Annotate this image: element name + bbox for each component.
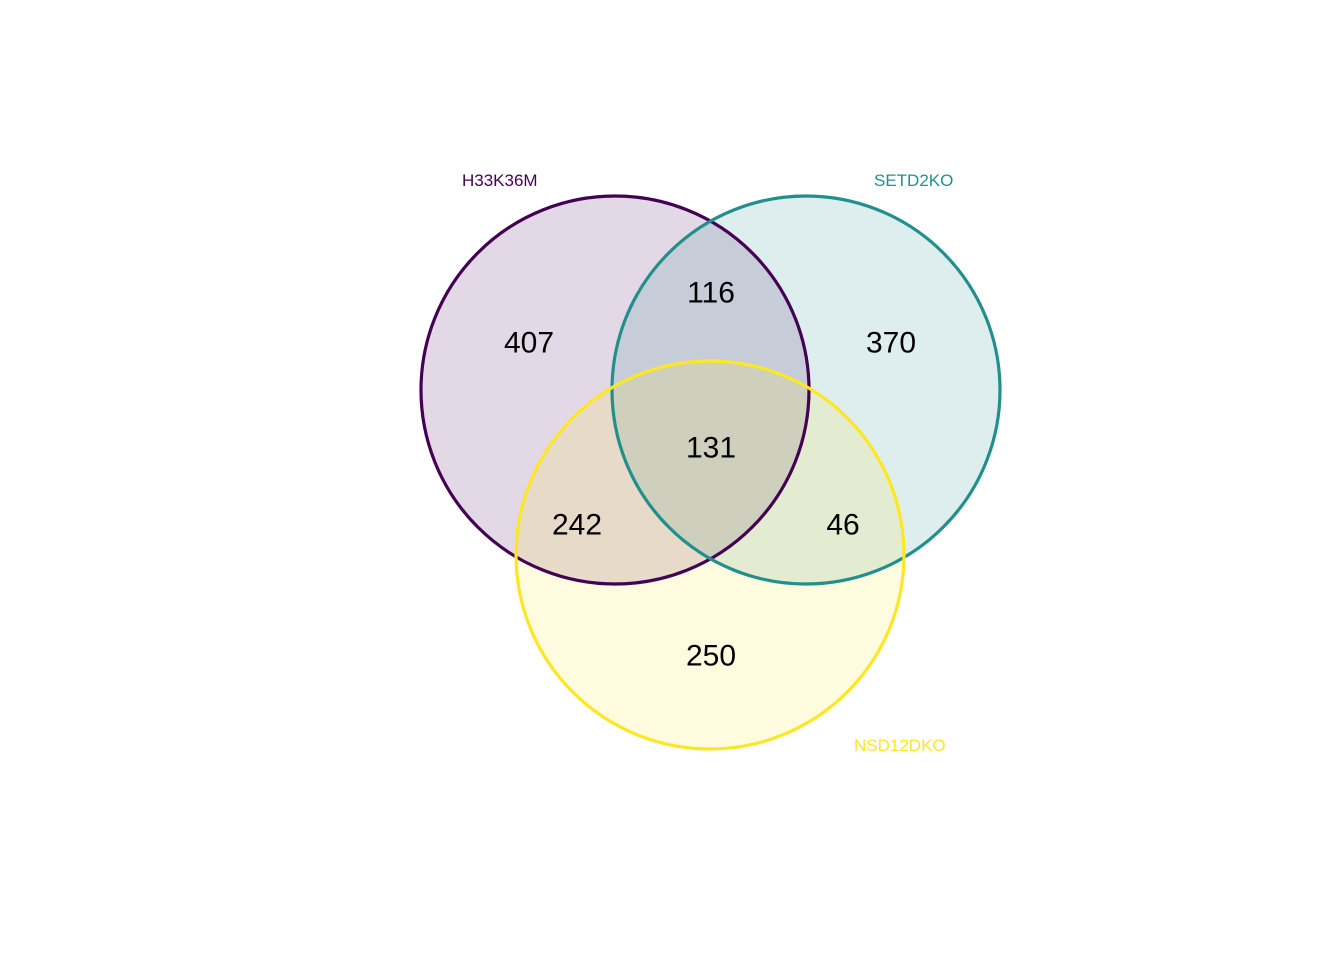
set-label-h33k36m: H33K36M (462, 171, 538, 190)
count-setd2ko-nsd12dko: 46 (826, 509, 859, 542)
set-h33k36m-outline (419, 194, 811, 586)
count-all-three: 131 (686, 432, 736, 465)
count-setd2ko-only: 370 (866, 327, 916, 360)
set-setd2ko-fill (612, 196, 1000, 584)
set-label-nsd12dko: NSD12DKO (854, 736, 946, 755)
set-nsd12dko-outline (514, 359, 906, 751)
set-nsd12dko-fill (516, 361, 904, 749)
set-h33k36m-fill (421, 196, 809, 584)
count-h33k36m-only: 407 (504, 327, 554, 360)
set-label-setd2ko: SETD2KO (874, 171, 953, 190)
set-setd2ko-outline (610, 194, 1002, 586)
count-h33k36m-setd2ko: 116 (687, 277, 735, 310)
count-h33k36m-nsd12dko: 242 (552, 509, 602, 542)
count-nsd12dko-only: 250 (686, 640, 736, 673)
